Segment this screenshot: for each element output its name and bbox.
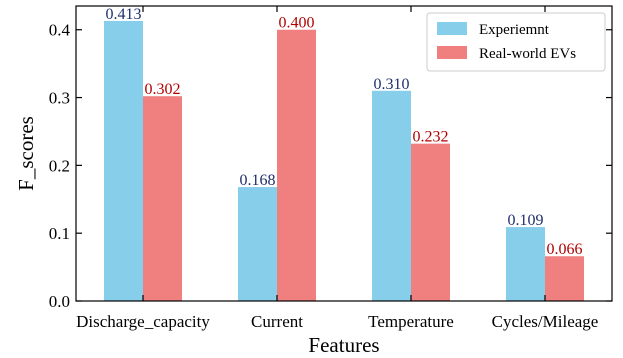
- bar-real-world-3: [545, 256, 584, 301]
- bar-value-label: 0.400: [279, 15, 315, 32]
- bar-value-label: 0.066: [547, 241, 583, 258]
- bar-experiment-3: [506, 227, 545, 301]
- bar-value-label: 0.302: [145, 81, 181, 98]
- plot-frame: [75, 5, 613, 302]
- bar-real-world-2: [411, 143, 450, 301]
- bar-value-label: 0.232: [413, 129, 449, 146]
- legend-swatch-real-world: [437, 46, 467, 59]
- y-tick-label: 0.0: [49, 292, 70, 311]
- x-tick-label: Discharge_capacity: [76, 312, 210, 331]
- bar-experiment-1: [238, 187, 277, 301]
- bar-value-label: 0.413: [106, 6, 142, 23]
- y-tick-label: 0.3: [49, 89, 70, 108]
- y-tick-label: 0.1: [49, 224, 70, 243]
- bar-value-label: 0.310: [374, 76, 410, 93]
- x-axis-label: Features: [308, 333, 379, 357]
- legend-label: Real-world EVs: [479, 46, 576, 62]
- bar-real-world-1: [277, 29, 316, 302]
- plot-area: 0.413 0.168 0.310 0.109 0.302 0.400 0.232 0.066: [104, 6, 584, 302]
- legend-label: Experiemnt: [479, 22, 550, 38]
- x-tick-label: Current: [251, 312, 303, 331]
- bar-value-label: 0.168: [240, 172, 276, 189]
- bar-value-label: 0.109: [508, 212, 544, 229]
- x-tick-label: Temperature: [368, 312, 454, 331]
- bar-experiment-0: [104, 20, 143, 301]
- y-axis-label: F_scores: [14, 116, 38, 191]
- y-tick-label: 0.4: [49, 21, 71, 40]
- bar-experiment-2: [372, 90, 411, 302]
- y-tick-label: 0.2: [49, 156, 70, 175]
- legend: Experiemnt Real-world EVs: [426, 12, 606, 72]
- bar-real-world-0: [143, 96, 182, 301]
- x-tick-label: Cycles/Mileage: [492, 312, 599, 331]
- axes: 0.0 0.1 0.2 0.3 0.4 Discharge_capacity Current…: [49, 6, 612, 331]
- legend-swatch-experiment: [437, 22, 467, 35]
- legend-box: [426, 12, 606, 72]
